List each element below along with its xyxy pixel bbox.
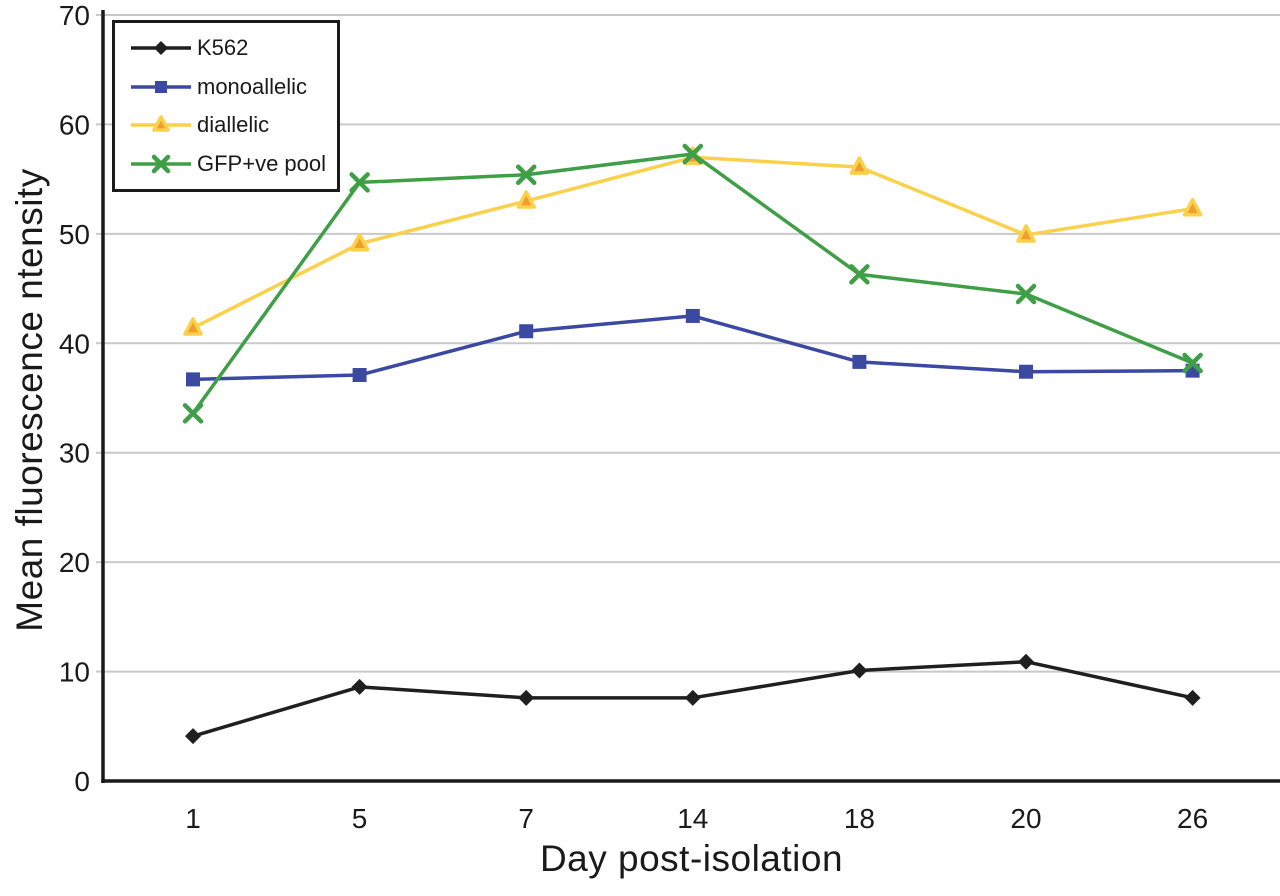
x-icon <box>849 264 870 285</box>
y-tick-label: 0 <box>74 766 90 797</box>
diamond-icon <box>684 689 701 706</box>
triangle-icon <box>516 190 536 209</box>
diamond-icon <box>518 689 535 706</box>
legend-item-gfp-ve-pool: GFP+ve pool <box>129 151 337 177</box>
series-gfp-ve-pool <box>182 143 1203 424</box>
x-tick-label: 14 <box>677 803 708 834</box>
x-tick-label: 1 <box>185 803 201 834</box>
triangle-icon <box>183 317 203 336</box>
square-icon <box>186 372 200 387</box>
legend-item-k562: K562 <box>129 35 337 61</box>
y-tick-label: 30 <box>59 438 90 469</box>
y-tick-label: 50 <box>59 219 90 250</box>
diamond-icon <box>154 41 168 56</box>
square-icon <box>852 354 867 369</box>
square-icon <box>685 308 700 323</box>
x-icon <box>151 154 171 173</box>
y-tick-label: 60 <box>59 109 90 140</box>
legend-item-diallelic: diallelic <box>129 112 337 138</box>
x-icon <box>349 172 370 193</box>
legend-swatch <box>131 80 191 93</box>
x-icon <box>682 143 704 165</box>
legend-swatch <box>131 115 191 132</box>
legend-swatch <box>131 41 191 56</box>
series-monoallelic <box>186 308 1200 387</box>
triangle-icon <box>1016 224 1036 243</box>
x-axis-title: Day post-isolation <box>539 838 844 879</box>
legend-label: GFP+ve pool <box>197 150 327 176</box>
series-line <box>192 314 1193 382</box>
square-icon <box>519 324 534 339</box>
x-tick-label: 7 <box>518 803 534 834</box>
x-icon <box>1015 283 1037 305</box>
legend-item-monoallelic: monoallelic <box>129 74 337 100</box>
x-tick-label: 20 <box>1010 803 1041 834</box>
y-axis-title: Mean fluorescence ntensity <box>9 168 50 632</box>
legend-label: monoallelic <box>197 73 308 99</box>
x-icon <box>182 403 204 424</box>
diamond-icon <box>1184 689 1201 706</box>
triangle-icon <box>152 115 170 132</box>
square-icon <box>1019 364 1033 379</box>
legend-label: K562 <box>197 35 249 61</box>
diamond-icon <box>351 678 368 695</box>
series-k562 <box>185 653 1201 745</box>
x-tick-label: 5 <box>352 803 368 834</box>
y-tick-label: 40 <box>59 328 90 359</box>
diamond-icon <box>185 728 201 745</box>
triangle-icon <box>349 232 370 252</box>
triangle-icon <box>849 156 870 175</box>
x-icon <box>1182 352 1203 374</box>
triangle-icon <box>1182 197 1203 217</box>
diamond-icon <box>851 662 868 679</box>
legend-label: diallelic <box>197 112 270 138</box>
chart-legend: K562 monoallelic diallelic GFP+ve pool <box>112 20 340 192</box>
y-tick-label: 10 <box>59 657 90 688</box>
diamond-icon <box>1018 653 1034 670</box>
x-tick-label: 18 <box>844 803 875 834</box>
y-tick-label: 20 <box>59 547 90 578</box>
square-icon <box>352 368 367 383</box>
square-icon <box>155 80 167 93</box>
x-icon <box>515 164 537 186</box>
y-tick-label: 70 <box>59 0 90 31</box>
x-tick-label: 26 <box>1177 803 1208 834</box>
legend-swatch <box>131 154 191 173</box>
